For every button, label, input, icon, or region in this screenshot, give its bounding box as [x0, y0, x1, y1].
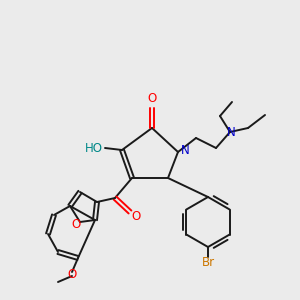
Text: Br: Br [201, 256, 214, 268]
Text: O: O [147, 92, 157, 106]
Text: O: O [71, 218, 81, 232]
Text: O: O [68, 268, 76, 281]
Text: HO: HO [85, 142, 103, 154]
Text: N: N [226, 127, 236, 140]
Text: O: O [131, 211, 141, 224]
Text: N: N [181, 145, 189, 158]
